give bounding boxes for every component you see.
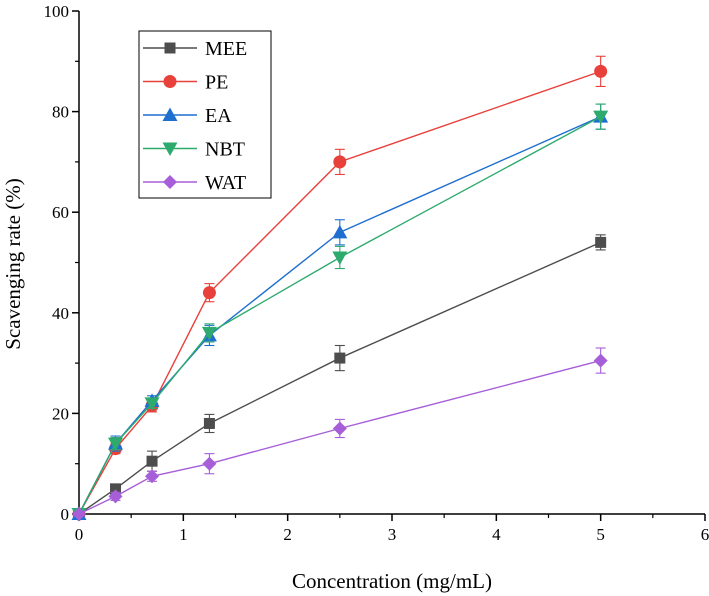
data-point-wat [593, 353, 608, 368]
data-point-mee [595, 236, 607, 248]
data-point-wat [202, 456, 217, 471]
data-point-nbt [201, 326, 217, 341]
data-point-ea [332, 224, 348, 239]
x-tick-label: 6 [701, 525, 709, 544]
y-tick-label: 100 [44, 2, 70, 21]
x-axis-title: Concentration (mg/mL) [292, 569, 492, 593]
legend-marker-wat [163, 175, 177, 189]
series-line-pe [78, 70, 601, 515]
data-point-wat [72, 507, 86, 521]
series-line-wat [78, 359, 601, 515]
series-wat [72, 347, 608, 521]
legend-label-wat: WAT [205, 172, 246, 194]
x-tick-label: 5 [596, 525, 605, 544]
y-axis-title: Scavenging rate (%) [1, 178, 25, 349]
x-tick-label: 1 [179, 525, 188, 544]
y-tick-label: 20 [52, 404, 69, 423]
data-point-nbt [593, 110, 609, 125]
data-point-nbt [108, 437, 124, 452]
data-point-nbt [332, 251, 348, 265]
x-tick-label: 4 [492, 525, 501, 544]
legend: MEE PE EA NBT WAT [138, 30, 272, 199]
y-tick-label: 0 [61, 505, 70, 524]
x-tick-label: 2 [283, 525, 292, 544]
legend-label-nbt: NBT [205, 139, 245, 161]
data-point-mee [110, 483, 122, 495]
data-point-pe [333, 155, 347, 169]
legend-marker-ea [162, 107, 178, 121]
data-point-nbt [144, 397, 160, 411]
legend-marker-mee [164, 42, 176, 54]
legend-label-mee: MEE [205, 38, 247, 60]
x-tick-label: 0 [75, 525, 84, 544]
legend-marker-pe [163, 75, 177, 88]
y-tick-label: 80 [52, 103, 69, 122]
legend-label-ea: EA [205, 105, 232, 127]
x-tick-label: 3 [388, 525, 397, 544]
legend-label-pe: PE [205, 72, 228, 94]
data-point-pe [594, 64, 608, 78]
data-point-mee [146, 455, 158, 467]
data-point-wat [332, 421, 347, 436]
data-point-wat [145, 469, 160, 484]
legend-marker-nbt [162, 142, 178, 156]
data-point-mee [334, 352, 346, 364]
data-point-pe [202, 286, 216, 300]
series-line-nbt [78, 116, 601, 515]
y-tick-label: 60 [52, 203, 69, 222]
data-point-wat [108, 489, 123, 504]
data-point-mee [203, 417, 215, 429]
series-line-mee [78, 241, 601, 515]
y-tick-label: 40 [52, 304, 69, 323]
